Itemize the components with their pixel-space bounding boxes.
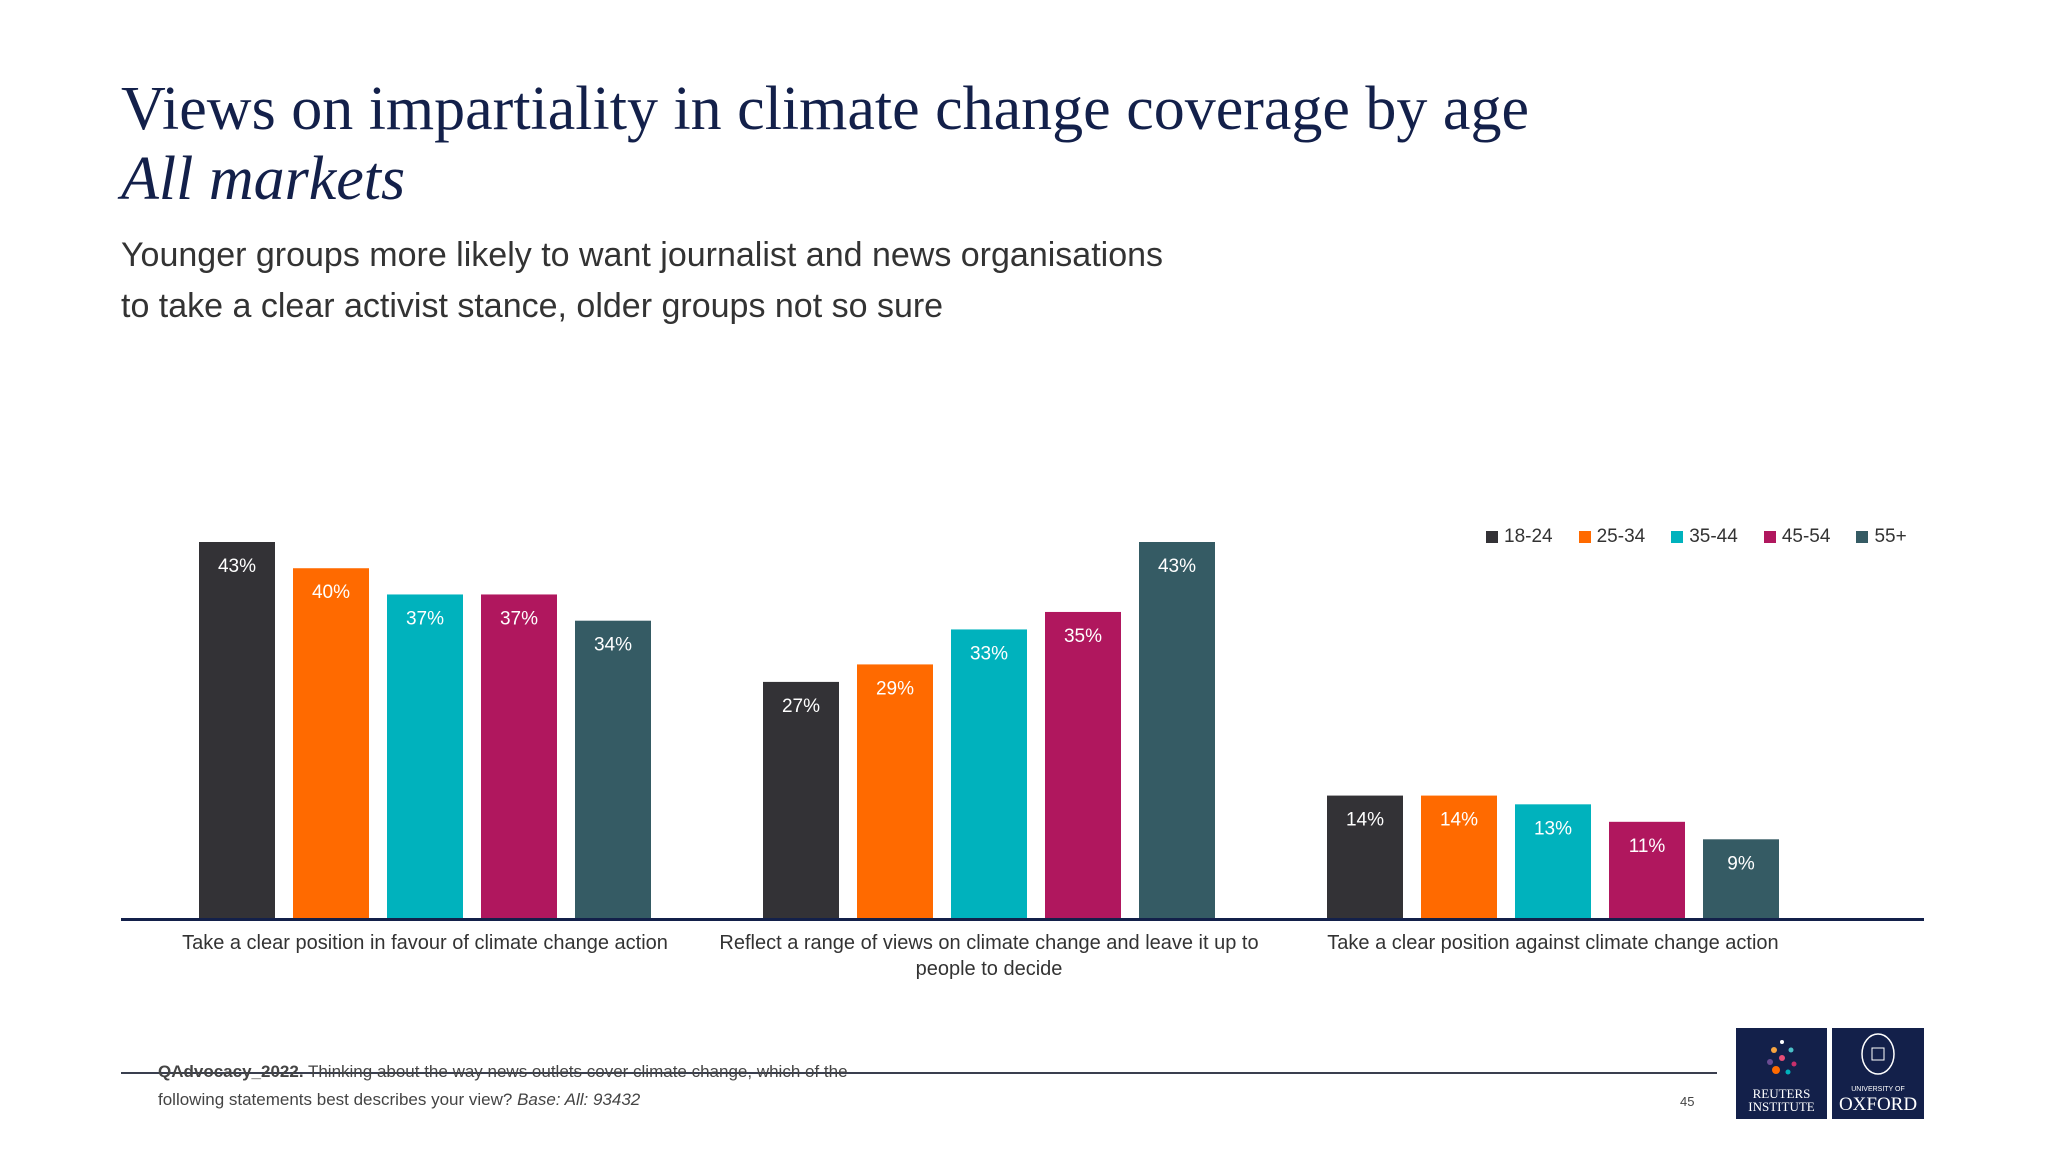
legend-swatch bbox=[1578, 531, 1591, 543]
data-label: 43% bbox=[218, 556, 256, 577]
data-label: 37% bbox=[406, 608, 444, 629]
oxford-logo: UNIVERSITY OF OXFORD bbox=[1832, 1028, 1924, 1119]
legend-item: 45-54 bbox=[1763, 526, 1831, 548]
data-label: 9% bbox=[1727, 853, 1755, 874]
legend-label: 18-24 bbox=[1504, 526, 1553, 547]
legend-label: 45-54 bbox=[1781, 526, 1831, 547]
data-label: 37% bbox=[500, 608, 538, 629]
legend-item: 35-44 bbox=[1671, 526, 1738, 548]
bar bbox=[1327, 795, 1403, 918]
legend-label: 35-44 bbox=[1689, 526, 1738, 547]
legend-item: 55+ bbox=[1856, 526, 1907, 548]
page-subtitle: All markets bbox=[121, 145, 406, 213]
base-text: Base: All: 93432 bbox=[517, 1090, 641, 1109]
legend-swatch bbox=[1856, 531, 1869, 543]
question-code: QAdvocacy_2022. bbox=[158, 1062, 304, 1081]
bar bbox=[951, 629, 1027, 918]
bar bbox=[1515, 804, 1591, 918]
bar bbox=[1421, 795, 1497, 918]
data-label: 29% bbox=[876, 678, 914, 699]
legend-item: 25-34 bbox=[1578, 526, 1646, 548]
question-text-2: following statements best describes your… bbox=[158, 1090, 518, 1109]
legend-label: 55+ bbox=[1874, 526, 1907, 547]
data-label: 40% bbox=[312, 582, 350, 603]
description-line-2: to take a clear activist stance, older g… bbox=[121, 287, 944, 325]
legend-label: 25-34 bbox=[1596, 526, 1646, 547]
data-label: 43% bbox=[1158, 556, 1196, 577]
data-label: 13% bbox=[1534, 818, 1572, 839]
oxford-crest-icon bbox=[1861, 1033, 1895, 1075]
data-label: 34% bbox=[594, 635, 632, 656]
reuters-institute-logo: REUTERS INSTITUTE bbox=[1736, 1028, 1827, 1119]
chart-legend: 18-24 25-34 35-44 45-54 55+ bbox=[1486, 526, 1907, 548]
page-number: 45 bbox=[1680, 1094, 1695, 1109]
bar bbox=[481, 594, 557, 918]
oxford-small-text: UNIVERSITY OF bbox=[1851, 1086, 1905, 1093]
bar bbox=[763, 681, 839, 918]
data-label: 14% bbox=[1346, 810, 1384, 831]
legend-swatch bbox=[1486, 531, 1498, 543]
bar bbox=[293, 568, 369, 918]
oxford-text: OXFORD bbox=[1838, 1094, 1918, 1115]
bar bbox=[1139, 542, 1215, 918]
legend-swatch bbox=[1671, 531, 1684, 543]
footer-question: QAdvocacy_2022. Thinking about the way n… bbox=[158, 1062, 848, 1082]
data-label: 27% bbox=[782, 696, 820, 717]
category-label: Take a clear position against climate ch… bbox=[1327, 932, 1779, 954]
bar bbox=[1609, 821, 1685, 918]
legend-item: 18-24 bbox=[1486, 526, 1553, 548]
bar bbox=[1703, 839, 1779, 918]
page-title: Views on impartiality in climate change … bbox=[121, 75, 1529, 143]
question-text: Thinking about the way news outlets cove… bbox=[303, 1062, 848, 1081]
bar bbox=[387, 594, 463, 918]
data-label: 11% bbox=[1629, 836, 1666, 857]
bar bbox=[857, 664, 933, 918]
reuters-logo-text: REUTERS INSTITUTE bbox=[1748, 1086, 1815, 1114]
data-label: 35% bbox=[1064, 626, 1102, 647]
category-label: Reflect a range of views on climate chan… bbox=[719, 932, 1259, 980]
bar bbox=[1045, 611, 1121, 918]
description-line-1: Younger groups more likely to want journ… bbox=[121, 236, 1164, 274]
legend-swatch bbox=[1763, 531, 1776, 543]
data-label: 14% bbox=[1440, 810, 1478, 831]
footer-question-line2: following statements best describes your… bbox=[158, 1090, 640, 1110]
reuters-dots-icon bbox=[1767, 1040, 1797, 1075]
category-label: Take a clear position in favour of clima… bbox=[182, 932, 668, 954]
bar bbox=[575, 620, 651, 918]
footer-divider bbox=[121, 1072, 1717, 1074]
bar bbox=[199, 542, 275, 918]
data-label: 33% bbox=[970, 643, 1008, 664]
